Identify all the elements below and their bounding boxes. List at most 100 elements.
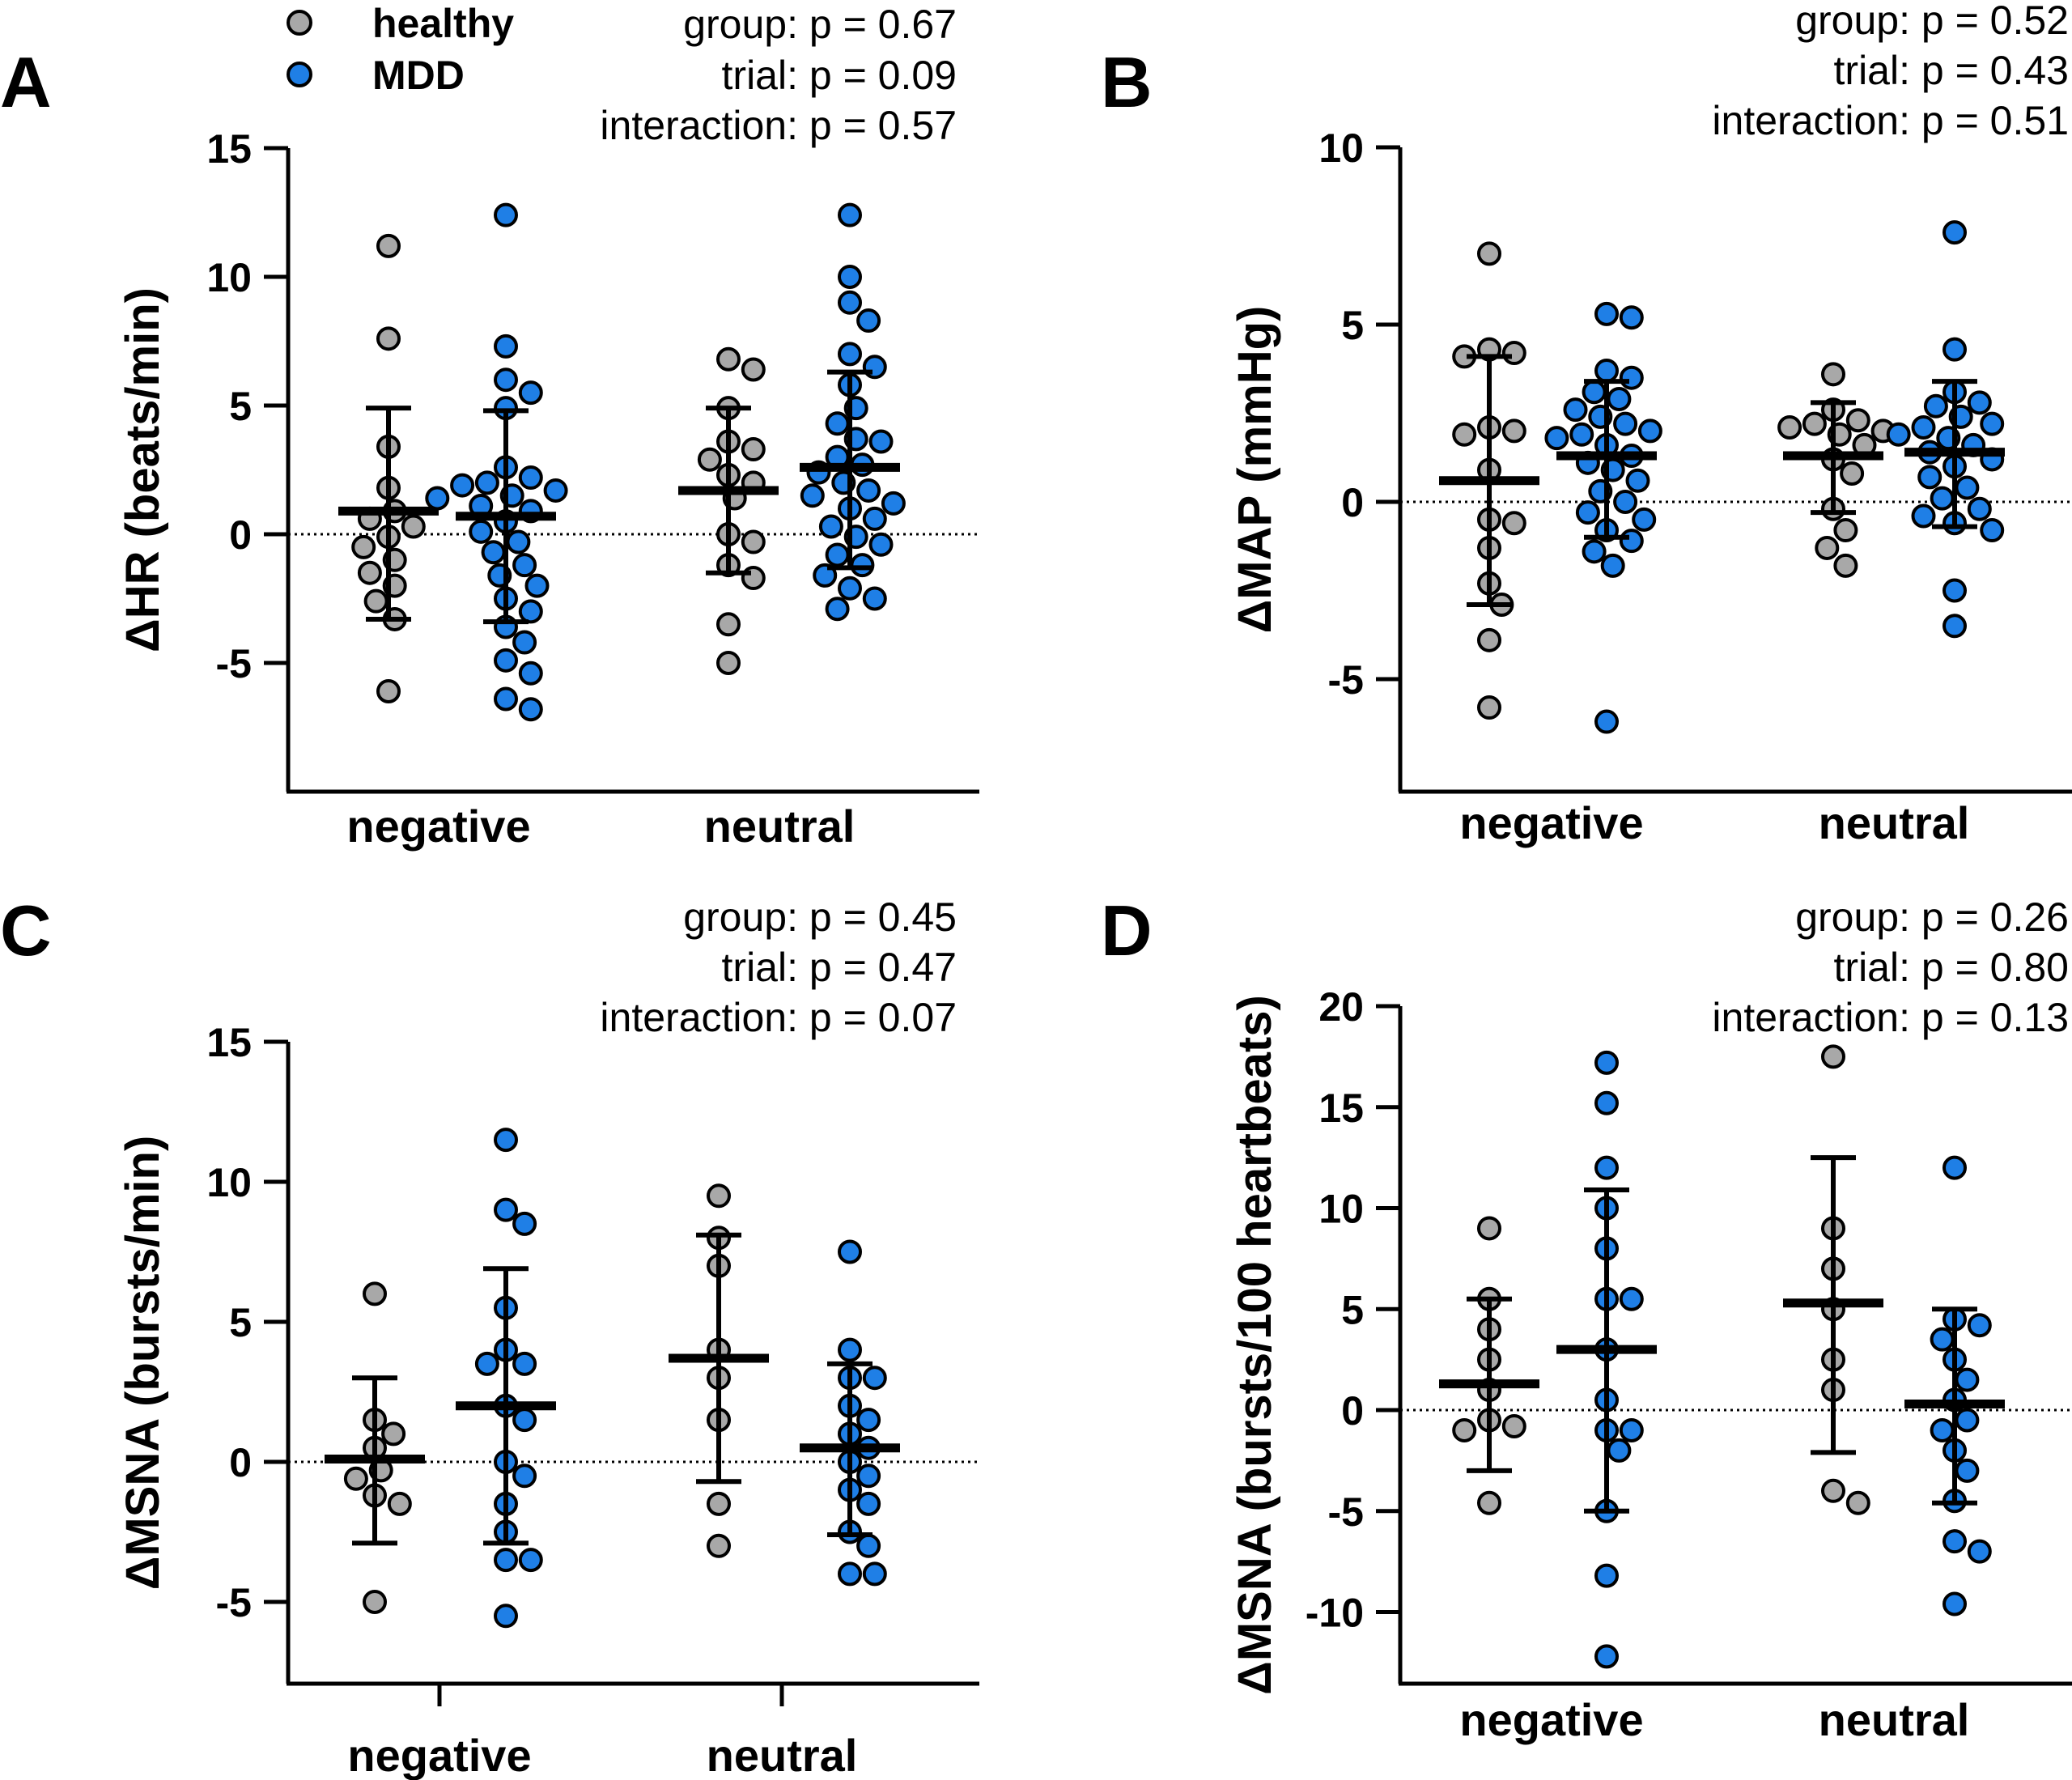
data-point: [838, 290, 862, 315]
panel-letter: C: [0, 890, 52, 971]
data-point: [518, 380, 543, 406]
data-point: [1942, 220, 1967, 245]
y-tick-label: 5: [1341, 1287, 1364, 1332]
data-point: [1632, 507, 1657, 532]
data-point: [1501, 341, 1526, 366]
data-point: [825, 597, 850, 622]
data-point: [1594, 1563, 1619, 1588]
panel-d: D 20 15 10 5 0 -5 -10 ΔMSNA (bursts/100 heartbea…: [1101, 890, 2072, 1745]
data-point: [1594, 1155, 1619, 1180]
y-axis-title: ΔHR (beats/min): [117, 287, 169, 652]
data-point: [494, 333, 518, 359]
data-point: [1911, 503, 1936, 529]
data-point: [1930, 1327, 1955, 1352]
y-tick-label: 0: [229, 512, 252, 558]
data-point: [512, 630, 537, 655]
data-point: [512, 1408, 537, 1433]
data-point: [1942, 1591, 1967, 1616]
data-point: [1594, 709, 1619, 734]
panel-a: A 15 10 5 0 -5 ΔHR (beats/min) negative neutral g…: [0, 2, 979, 852]
data-point: [1967, 496, 1992, 521]
series-healthy-neutral: [1783, 1044, 1883, 1515]
data-point: [469, 519, 494, 544]
data-point: [1594, 1090, 1619, 1115]
panel-letter: B: [1101, 42, 1153, 122]
stat-text: interaction: p = 0.57: [600, 103, 957, 148]
data-point: [862, 1366, 887, 1391]
data-point: [1955, 1458, 1980, 1483]
series-mdd-neutral: [1904, 1155, 2005, 1616]
data-point: [825, 411, 850, 436]
data-point: [381, 1421, 406, 1447]
series-healthy-negative: [1439, 1216, 1539, 1515]
data-point: [716, 346, 741, 372]
data-point: [1845, 408, 1870, 433]
data-point: [838, 1239, 862, 1264]
data-point: [741, 437, 766, 462]
data-point: [1594, 358, 1619, 383]
y-tick-label: 15: [1318, 1085, 1364, 1131]
series-mdd-negative: [1544, 301, 1662, 734]
data-point: [1625, 468, 1650, 493]
data-point: [707, 1183, 731, 1209]
data-point: [1619, 1286, 1644, 1311]
data-point: [1821, 1044, 1845, 1069]
data-point: [494, 686, 518, 712]
category-label-negative: negative: [1459, 797, 1643, 848]
legend-item-mdd: MDD: [287, 53, 465, 98]
data-point: [376, 233, 401, 258]
data-point: [481, 540, 506, 565]
stat-text: group: p = 0.45: [683, 894, 957, 940]
data-point: [838, 576, 862, 601]
data-point: [1569, 422, 1594, 447]
y-tick-label: -10: [1306, 1591, 1364, 1636]
data-point: [741, 357, 766, 382]
data-point: [494, 1197, 518, 1222]
data-point: [1501, 1413, 1526, 1438]
data-point: [1833, 518, 1858, 543]
series-mdd-negative: [456, 1128, 556, 1629]
data-point: [1452, 1417, 1477, 1442]
y-tick-label: 0: [1341, 480, 1364, 525]
data-point: [1477, 241, 1501, 266]
y-tick-label: 0: [229, 1440, 252, 1485]
data-point: [1544, 426, 1569, 451]
data-point: [1886, 422, 1911, 447]
panel-letter: A: [0, 42, 52, 122]
data-point: [1955, 1408, 1980, 1433]
category-label-neutral: neutral: [1819, 797, 1970, 848]
legend-label: healthy: [372, 1, 514, 46]
data-point: [1501, 418, 1526, 444]
data-point: [825, 542, 850, 567]
y-tick-label: 20: [1318, 984, 1364, 1030]
y-axis-title: ΔMSNA (bursts/min): [117, 1136, 169, 1591]
y-tick-label: 5: [229, 1300, 252, 1345]
data-point: [838, 1561, 862, 1587]
y-tick-label: 10: [206, 1160, 252, 1205]
y-axis-title: ΔMSNA (bursts/100 heartbeats): [1229, 995, 1281, 1695]
data-point: [741, 529, 766, 554]
data-point: [1942, 578, 1967, 603]
data-point: [1930, 486, 1955, 511]
data-point: [1777, 415, 1802, 440]
data-point: [518, 697, 543, 722]
panel-letter: D: [1101, 890, 1153, 971]
y-tick-label: 10: [1318, 125, 1364, 171]
y-tick-label: 5: [1341, 303, 1364, 348]
data-point: [838, 1337, 862, 1362]
data-point: [474, 1351, 499, 1376]
legend-item-healthy: healthy: [287, 1, 514, 46]
data-point: [494, 1128, 518, 1153]
data-point: [862, 586, 887, 611]
data-point: [1833, 553, 1858, 578]
legend-marker: [287, 62, 312, 87]
series-mdd-neutral: [800, 1239, 900, 1587]
data-point: [818, 514, 843, 539]
data-point: [363, 1281, 387, 1306]
panel-c: C 15 10 5 0 -5 ΔMSNA (bursts/min) negative neutr…: [0, 890, 979, 1780]
data-point: [1967, 1539, 1992, 1564]
data-point: [868, 532, 894, 557]
data-point: [1452, 422, 1477, 447]
stat-text: trial: p = 0.09: [722, 53, 957, 98]
y-tick-label: 5: [229, 384, 252, 429]
